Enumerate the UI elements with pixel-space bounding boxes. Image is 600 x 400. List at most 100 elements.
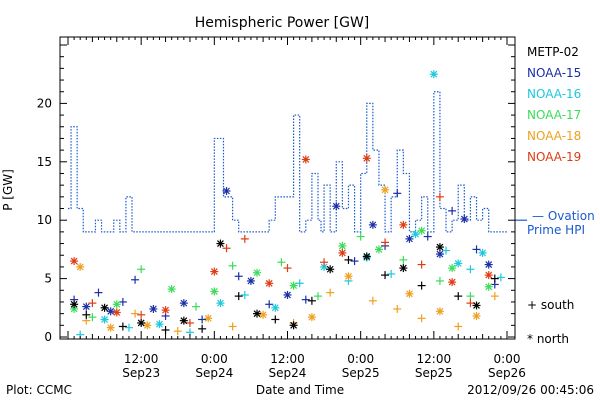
south-point [228, 261, 237, 270]
south-point [435, 276, 444, 285]
north-point [143, 321, 152, 330]
north-point [179, 299, 188, 308]
north-point [460, 215, 469, 224]
north-point [435, 250, 444, 259]
data-points [70, 70, 505, 339]
north-point [301, 155, 310, 164]
x-axis-label: Date and Time [256, 383, 344, 397]
north-point [265, 279, 274, 288]
south-point [283, 264, 292, 273]
south-point [393, 189, 402, 198]
north-point [253, 309, 262, 318]
north-point [448, 264, 457, 273]
north-point [344, 272, 353, 281]
north-point [405, 234, 414, 243]
x-tick-label-date: Sep25 [342, 366, 380, 380]
north-point [411, 230, 420, 239]
south-point [442, 246, 451, 255]
south-point [454, 292, 463, 301]
north-point [179, 316, 188, 325]
north-point [161, 306, 170, 315]
north-point [417, 226, 426, 235]
north-point [76, 262, 85, 271]
south-point [228, 322, 237, 331]
south-point [271, 315, 280, 324]
south-point [448, 206, 457, 215]
y-tick-label: 20 [37, 96, 52, 110]
north-point [137, 318, 146, 327]
north-point [429, 70, 438, 79]
north-point [100, 315, 109, 324]
ovation-series [68, 91, 527, 233]
south-point [313, 292, 322, 301]
north-point [381, 185, 390, 194]
footer-plot-source: Plot: CCMC [6, 383, 72, 397]
y-axis: 0 5 10 15 20 [37, 44, 515, 344]
south-point [381, 238, 390, 247]
north-point [435, 243, 444, 252]
south-point [466, 299, 475, 308]
south-point [381, 271, 390, 280]
legend-marker-north: * north [527, 332, 569, 346]
south-point [82, 310, 91, 319]
legend-entry: NOAA-17 [527, 108, 581, 122]
north-point [222, 187, 231, 195]
legend-entry: METP-02 [527, 45, 579, 59]
south-point [124, 323, 133, 332]
south-point [326, 288, 335, 297]
south-point [137, 265, 146, 274]
north-point [338, 241, 347, 250]
south-point [307, 296, 316, 305]
south-point [490, 274, 499, 283]
south-point [173, 327, 182, 336]
south-point [496, 273, 505, 282]
south-point [423, 232, 432, 241]
y-tick-label: 5 [44, 272, 52, 286]
north-point [259, 310, 268, 319]
north-point [106, 323, 115, 332]
legend-ovation-line1: — Ovation [532, 209, 595, 223]
legend-entry: NOAA-16 [527, 87, 581, 101]
south-point [393, 304, 402, 313]
x-tick-label-date: Sep23 [122, 366, 160, 380]
north-point [332, 202, 341, 211]
legend-ovation-line2: Prime HPI [527, 223, 585, 237]
north-point [283, 290, 292, 299]
south-point [185, 318, 194, 327]
south-point [198, 315, 207, 324]
south-point [131, 309, 140, 318]
north-point [210, 287, 219, 296]
x-tick-label-time: 12:00 [124, 352, 159, 366]
south-point [240, 290, 249, 299]
south-point [417, 281, 426, 290]
north-point [362, 252, 371, 261]
south-point [222, 244, 231, 253]
x-tick-label-date: Sep25 [415, 366, 453, 380]
y-tick-label: 10 [37, 213, 52, 227]
x-tick-label-date: Sep24 [195, 366, 233, 380]
south-point [356, 232, 365, 241]
north-point [374, 245, 383, 254]
legend-entry: NOAA-15 [527, 66, 581, 80]
south-point [368, 296, 377, 305]
north-point [307, 313, 316, 322]
south-point [320, 258, 329, 267]
north-point [326, 265, 335, 274]
north-point [484, 260, 493, 269]
south-point [88, 299, 97, 308]
south-point [234, 272, 243, 281]
legend-entry: NOAA-18 [527, 129, 581, 143]
north-point [472, 311, 481, 320]
north-point [368, 220, 377, 229]
north-point [338, 248, 347, 257]
south-point [350, 257, 359, 266]
south-point [118, 322, 127, 331]
x-tick-label-date: Sep24 [269, 366, 307, 380]
y-axis-label: P [GW] [1, 169, 15, 211]
south-point [118, 297, 127, 306]
north-point [167, 285, 176, 294]
north-point [216, 299, 225, 308]
south-point [472, 245, 481, 254]
north-point [246, 276, 255, 285]
